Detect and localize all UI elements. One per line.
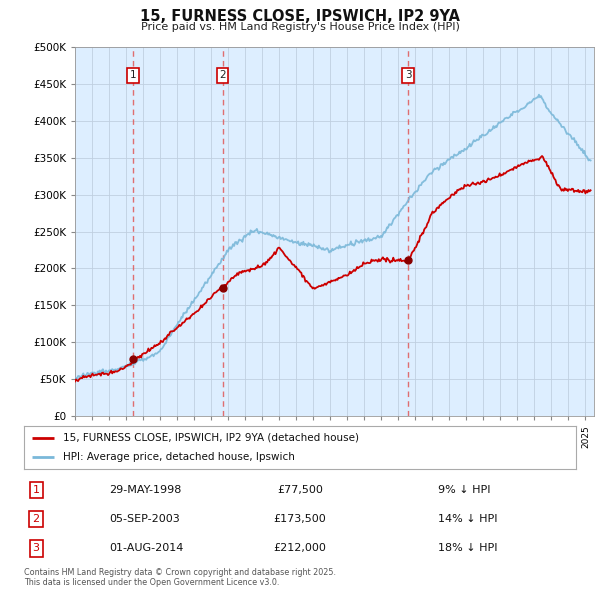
Text: £173,500: £173,500 xyxy=(274,514,326,524)
Text: 3: 3 xyxy=(32,543,40,553)
Text: 1: 1 xyxy=(32,485,40,495)
Text: 2: 2 xyxy=(32,514,40,524)
Text: Price paid vs. HM Land Registry's House Price Index (HPI): Price paid vs. HM Land Registry's House … xyxy=(140,22,460,32)
Text: 2: 2 xyxy=(219,70,226,80)
Text: HPI: Average price, detached house, Ipswich: HPI: Average price, detached house, Ipsw… xyxy=(62,453,295,463)
Text: Contains HM Land Registry data © Crown copyright and database right 2025.
This d: Contains HM Land Registry data © Crown c… xyxy=(24,568,336,587)
Text: 29-MAY-1998: 29-MAY-1998 xyxy=(110,485,182,495)
Text: 05-SEP-2003: 05-SEP-2003 xyxy=(110,514,181,524)
Text: 9% ↓ HPI: 9% ↓ HPI xyxy=(438,485,491,495)
Text: 15, FURNESS CLOSE, IPSWICH, IP2 9YA: 15, FURNESS CLOSE, IPSWICH, IP2 9YA xyxy=(140,9,460,24)
Text: 18% ↓ HPI: 18% ↓ HPI xyxy=(438,543,497,553)
Text: £212,000: £212,000 xyxy=(274,543,326,553)
Text: 15, FURNESS CLOSE, IPSWICH, IP2 9YA (detached house): 15, FURNESS CLOSE, IPSWICH, IP2 9YA (det… xyxy=(62,432,359,442)
Text: 1: 1 xyxy=(130,70,136,80)
Text: 14% ↓ HPI: 14% ↓ HPI xyxy=(438,514,497,524)
Text: £77,500: £77,500 xyxy=(277,485,323,495)
Text: 3: 3 xyxy=(405,70,412,80)
Text: 01-AUG-2014: 01-AUG-2014 xyxy=(110,543,184,553)
